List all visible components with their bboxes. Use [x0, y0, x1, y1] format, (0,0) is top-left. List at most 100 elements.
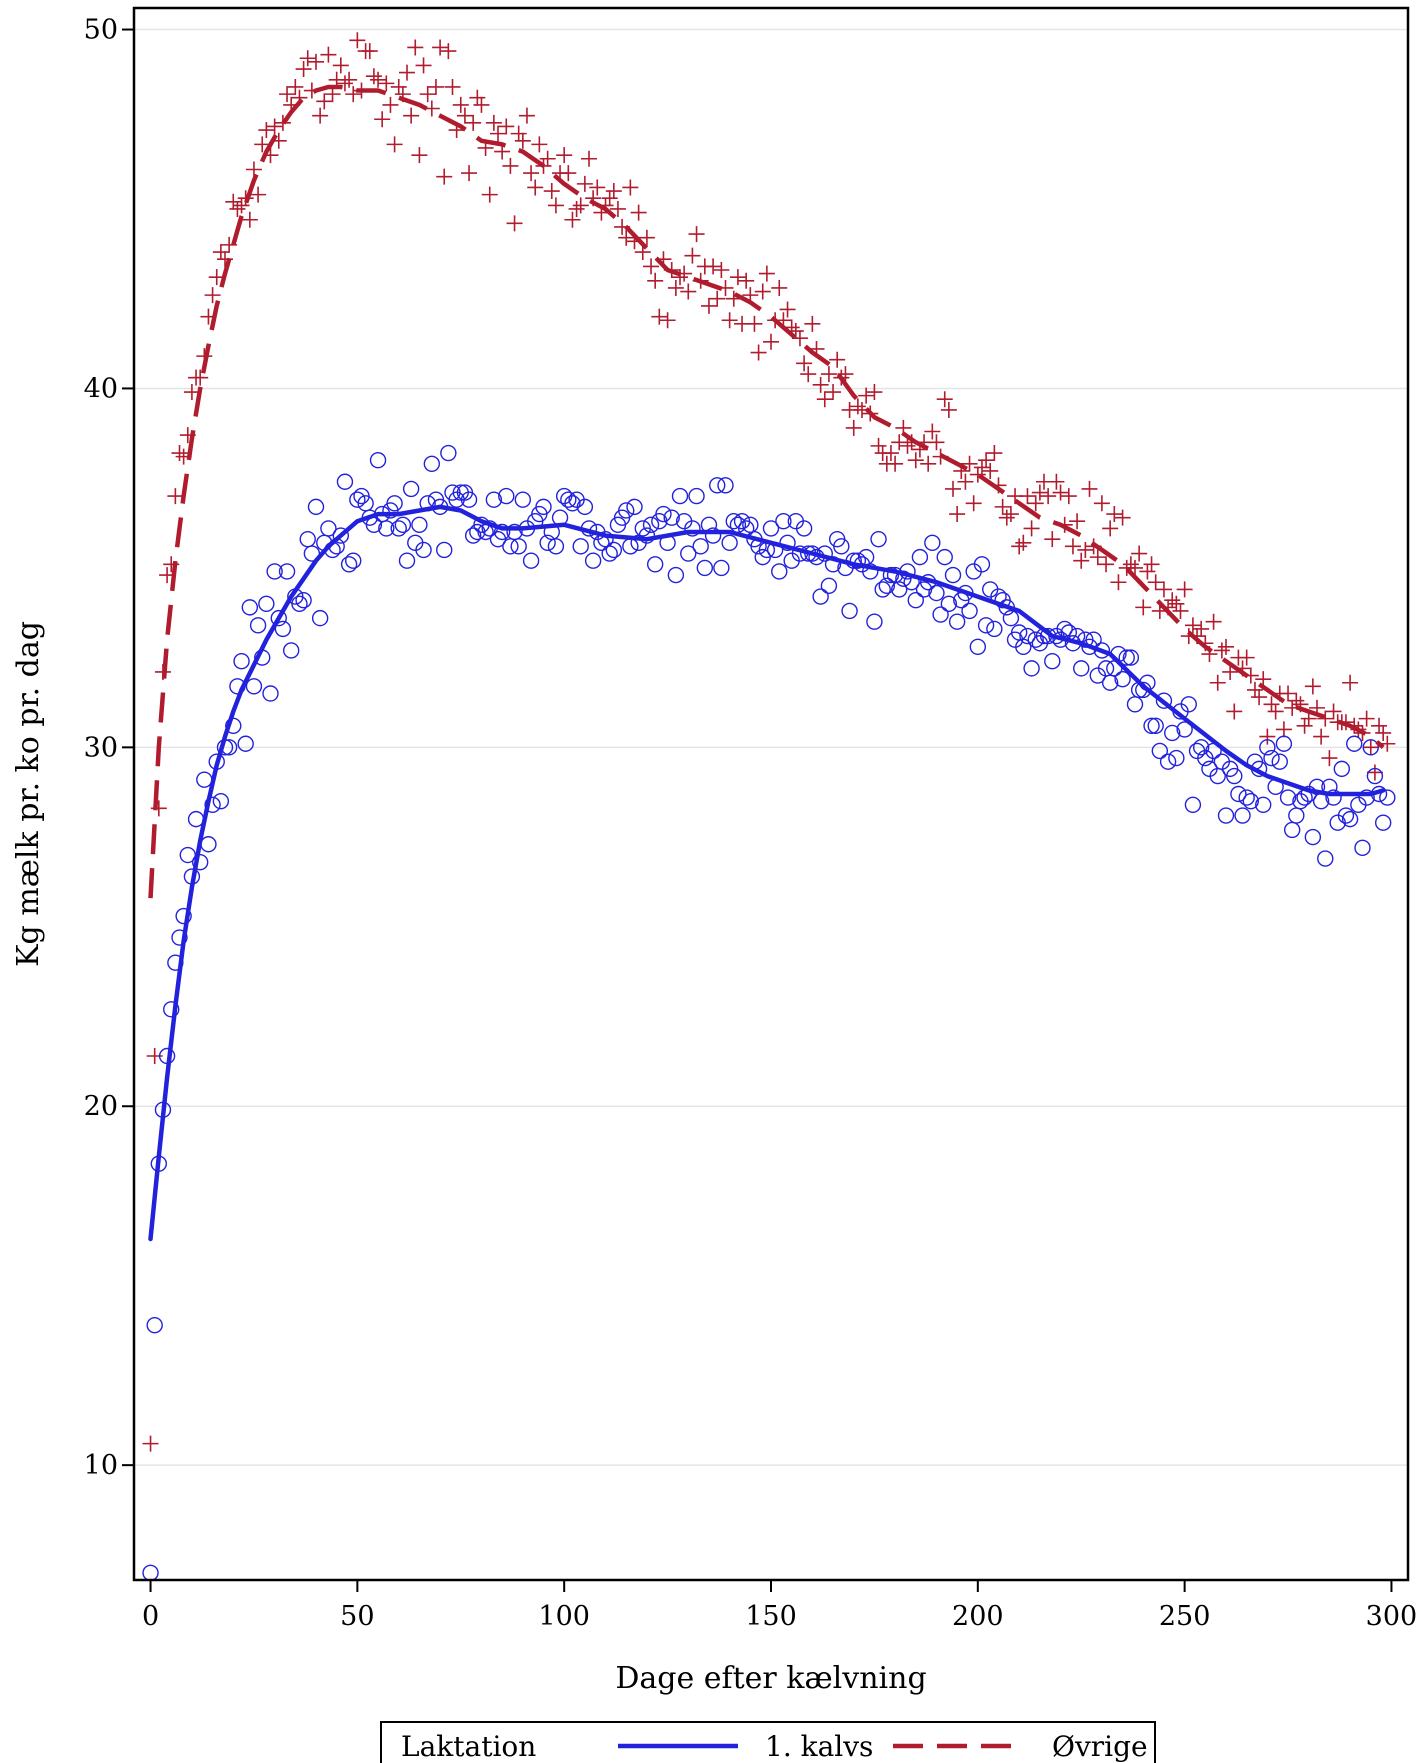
trend-line-other: [148, 84, 1385, 899]
point-other-64: [407, 39, 424, 56]
point-other-197: [957, 473, 974, 490]
point-first-104: [572, 538, 589, 555]
point-first-22: [233, 653, 250, 670]
point-other-30: [266, 118, 283, 135]
point-other-33: [279, 86, 296, 103]
point-first-208: [1002, 609, 1020, 627]
point-other-88: [506, 215, 523, 232]
point-other-10: [183, 384, 200, 401]
point-other-56: [374, 111, 391, 128]
point-other-90: [514, 132, 531, 149]
point-first-121: [642, 516, 660, 534]
point-first-37: [295, 591, 312, 609]
point-other-7: [171, 445, 188, 462]
point-other-257: [1205, 613, 1222, 630]
legend-label-other: Øvrige: [1052, 1730, 1148, 1763]
point-other-66: [415, 57, 432, 74]
point-other-115: [618, 229, 635, 246]
point-first-158: [795, 520, 813, 537]
point-first-112: [605, 541, 623, 559]
point-first-288: [1333, 760, 1351, 778]
point-other-20: [225, 193, 242, 210]
x-tick-label-50: 50: [340, 1601, 374, 1632]
point-first-251: [1180, 696, 1197, 713]
point-other-274: [1275, 721, 1292, 738]
point-first-181: [891, 581, 908, 598]
point-first-243: [1147, 717, 1164, 735]
point-other-43: [320, 46, 337, 63]
point-other-121: [643, 258, 660, 275]
point-other-111: [601, 190, 618, 207]
point-other-142: [729, 269, 746, 286]
point-other-132: [688, 226, 705, 243]
point-first-271: [1263, 749, 1280, 767]
point-other-171: [849, 398, 866, 415]
point-first-274: [1275, 735, 1293, 752]
point-first-72: [440, 444, 457, 462]
point-first-130: [680, 545, 697, 562]
point-first-276: [1283, 821, 1301, 839]
point-other-188: [920, 455, 937, 472]
point-first-202: [977, 617, 995, 634]
point-other-250: [1176, 581, 1193, 598]
point-other-76: [456, 107, 473, 124]
point-first-194: [944, 566, 962, 584]
point-first-98: [547, 538, 565, 555]
point-other-118: [630, 204, 647, 221]
plot-frame: [132, 6, 1410, 1582]
point-other-259: [1213, 642, 1230, 659]
point-first-177: [874, 581, 891, 598]
point-other-211: [1015, 534, 1032, 551]
point-other-258: [1209, 674, 1226, 691]
point-other-6: [167, 488, 184, 505]
point-other-116: [622, 179, 639, 196]
point-first-246: [1159, 753, 1177, 770]
point-other-104: [572, 197, 589, 214]
point-other-146: [746, 315, 763, 332]
point-first-86: [498, 487, 515, 505]
point-first-90: [514, 491, 532, 508]
point-other-113: [609, 200, 626, 217]
point-first-1: [146, 1316, 163, 1334]
point-other-170: [845, 419, 862, 436]
point-first-101: [560, 491, 577, 508]
y-tick-label-40: 40: [84, 373, 118, 404]
point-first-245: [1155, 692, 1173, 709]
point-other-159: [800, 366, 817, 383]
point-other-283: [1313, 728, 1330, 745]
point-other-65: [411, 147, 428, 164]
point-other-48: [341, 71, 358, 88]
point-other-71: [436, 168, 453, 185]
point-other-47: [336, 75, 353, 92]
point-other-79: [469, 89, 486, 106]
point-first-31: [270, 609, 287, 627]
point-other-271: [1263, 696, 1280, 713]
point-other-202: [978, 452, 995, 469]
point-other-198: [961, 455, 978, 472]
point-other-92: [523, 165, 540, 182]
point-first-12: [191, 853, 209, 871]
point-other-154: [779, 301, 796, 318]
point-first-87: [502, 538, 519, 555]
point-other-144: [738, 272, 755, 289]
point-first-193: [940, 595, 958, 612]
point-first-275: [1279, 789, 1297, 806]
trend-line-first: [148, 504, 1386, 1242]
point-first-286: [1325, 789, 1342, 806]
point-other-120: [638, 229, 655, 246]
point-other-75: [452, 96, 469, 113]
point-first-32: [274, 620, 292, 638]
point-other-17: [212, 244, 229, 261]
point-first-138: [713, 559, 730, 577]
point-first-105: [576, 498, 594, 516]
point-other-284: [1317, 710, 1334, 727]
point-first-179: [882, 566, 900, 584]
point-other-28: [258, 122, 275, 139]
point-other-150: [763, 333, 779, 350]
point-first-175: [866, 613, 883, 630]
point-other-200: [969, 466, 986, 483]
x-tick-label-100: 100: [538, 1601, 590, 1632]
point-other-190: [928, 434, 945, 451]
point-other-108: [589, 179, 606, 196]
point-first-43: [320, 520, 337, 537]
